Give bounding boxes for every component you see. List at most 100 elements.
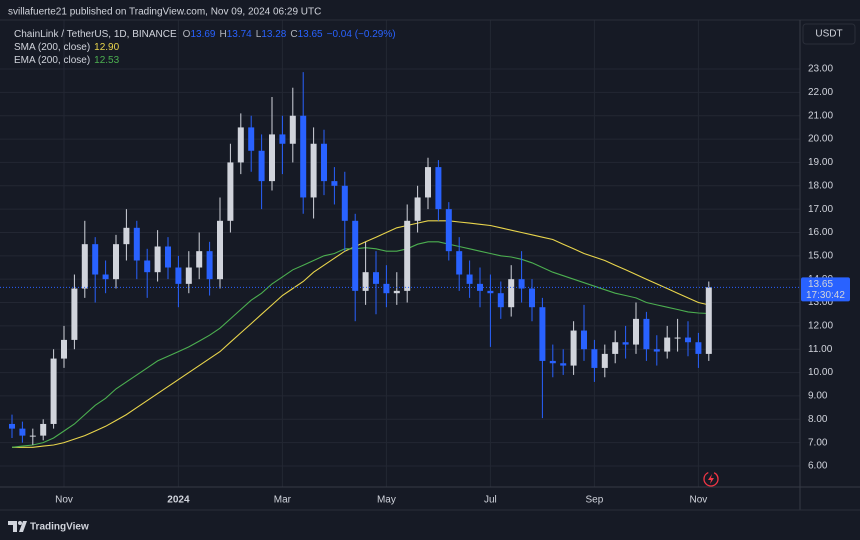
- y-tick-label: 18.00: [808, 180, 833, 191]
- currency[interactable]: USDT: [815, 29, 842, 40]
- candle-body: [248, 127, 255, 151]
- y-tick-label: 6.00: [808, 461, 828, 472]
- y-tick-label: 23.00: [808, 64, 833, 75]
- candle-body: [674, 337, 681, 339]
- candle-body: [81, 244, 88, 289]
- logo-mark[interactable]: [8, 521, 17, 532]
- change: −0.04 (−0.29%): [327, 29, 396, 40]
- y-tick-label: 7.00: [808, 437, 828, 448]
- logo-dot[interactable]: [18, 521, 22, 525]
- candle-body: [373, 272, 379, 284]
- candle-body: [643, 318, 650, 350]
- alert-icon[interactable]: [703, 471, 719, 487]
- candle-body: [9, 423, 15, 429]
- alert-bolt[interactable]: [708, 474, 714, 484]
- candle-body: [383, 283, 390, 294]
- grid: [0, 20, 800, 487]
- candle-body: [549, 360, 556, 364]
- candle-body: [258, 150, 265, 182]
- alert-ring[interactable]: [703, 471, 719, 487]
- candle-body: [331, 181, 338, 186]
- legend-value: 12.90: [94, 42, 119, 53]
- y-tick-label: 8.00: [808, 414, 828, 425]
- legend-value: 12.53: [94, 55, 119, 66]
- candle-body: [269, 134, 275, 182]
- candle-body: [341, 185, 348, 221]
- plot-area: [0, 72, 800, 448]
- candle-body: [217, 220, 223, 280]
- candle-body: [570, 330, 577, 366]
- candle-body: [622, 342, 629, 345]
- candle-body: [144, 260, 151, 273]
- candle-body: [29, 435, 36, 437]
- candle-body: [300, 115, 307, 198]
- candle-body: [518, 279, 525, 289]
- y-tick-label: 9.00: [808, 391, 828, 402]
- candle-body: [321, 143, 327, 182]
- ohlc-value: 13.65: [298, 29, 323, 40]
- candle-body: [705, 287, 712, 354]
- candle-body: [61, 339, 67, 359]
- candle-body: [50, 358, 57, 424]
- y-tick-label: 17.00: [808, 204, 833, 215]
- candle-body: [581, 330, 587, 350]
- ma-line: [11, 241, 709, 448]
- candle-body: [113, 244, 119, 280]
- candle-body: [466, 274, 473, 284]
- ohlc-label: O: [183, 29, 191, 40]
- publish-header: svillafuerte21 published on TradingView.…: [8, 7, 321, 18]
- ohlc-value: 13.69: [190, 29, 215, 40]
- x-tick-label: 2024: [167, 495, 190, 506]
- y-tick-label: 13.00: [808, 297, 833, 308]
- x-tick-label: Sep: [586, 495, 604, 506]
- candle-body: [102, 274, 109, 280]
- candle-body: [529, 288, 535, 308]
- last-price-label: 13.65: [808, 279, 833, 290]
- candle-body: [227, 162, 234, 221]
- axes: 6.007.008.009.0010.0011.0012.0013.0014.0…: [55, 64, 850, 506]
- last-price-box: [801, 277, 850, 302]
- candle-body: [92, 244, 99, 275]
- x-tick-label: Nov: [690, 495, 708, 506]
- candle-body: [154, 246, 161, 273]
- candle-body: [612, 342, 619, 354]
- ohlc-label: C: [290, 29, 297, 40]
- candle-body: [310, 143, 317, 198]
- y-tick-label: 10.00: [808, 367, 833, 378]
- logo-mark[interactable]: [19, 521, 27, 532]
- y-tick-label: 22.00: [808, 87, 833, 98]
- candle-body: [237, 127, 244, 163]
- candle-body: [165, 246, 171, 268]
- candle-body: [352, 220, 359, 291]
- legend-ema: EMA (200, close) 12.53: [14, 55, 120, 66]
- candle-body: [560, 363, 567, 366]
- candle-body: [404, 220, 411, 291]
- ohlc-label: L: [256, 29, 262, 40]
- candle-body: [40, 423, 47, 436]
- countdown: 17:30:42: [806, 290, 845, 301]
- candle-body: [539, 307, 546, 361]
- candle-body: [695, 342, 702, 354]
- candle-body: [185, 267, 192, 284]
- footer-brand[interactable]: TradingView: [30, 522, 89, 533]
- footer-logo[interactable]: [8, 521, 27, 532]
- candle-body: [196, 251, 203, 268]
- symbol: ChainLink / TetherUS, 1D, BINANCE: [14, 29, 177, 40]
- candle-body: [123, 227, 130, 245]
- candle-body: [425, 167, 431, 198]
- y-tick-label: 16.00: [808, 227, 833, 238]
- legend-line: ChainLink / TetherUS, 1D, BINANCE O13.69 H…: [14, 29, 396, 40]
- candle-body: [71, 288, 78, 340]
- candle-body: [393, 290, 400, 294]
- x-tick-label: Jul: [484, 495, 497, 506]
- currency-box[interactable]: [802, 23, 856, 45]
- ohlc-label: H: [219, 29, 226, 40]
- candle-body: [601, 353, 608, 368]
- y-tick-label: 11.00: [808, 344, 833, 355]
- legend-sma: SMA (200, close) 12.90: [14, 42, 120, 53]
- x-tick-label: Nov: [55, 495, 73, 506]
- candle-body: [487, 290, 494, 294]
- candle-body: [456, 251, 463, 275]
